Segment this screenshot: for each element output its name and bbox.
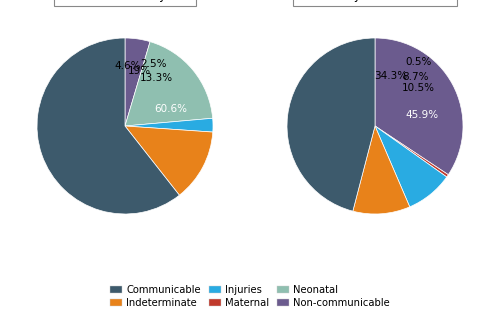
Text: 34.3%: 34.3% xyxy=(374,71,407,81)
Text: 60.6%: 60.6% xyxy=(154,104,187,114)
Wedge shape xyxy=(375,126,448,177)
Text: 4.6%: 4.6% xyxy=(114,61,140,71)
Text: 13.3%: 13.3% xyxy=(140,73,172,83)
Wedge shape xyxy=(353,126,410,214)
Text: 0.5%: 0.5% xyxy=(406,57,432,67)
Wedge shape xyxy=(125,118,213,132)
Text: 45.9%: 45.9% xyxy=(406,110,438,120)
Wedge shape xyxy=(37,38,180,214)
Wedge shape xyxy=(375,126,446,207)
Text: 8.7%: 8.7% xyxy=(402,72,428,82)
Text: 2.5%: 2.5% xyxy=(140,59,167,69)
Wedge shape xyxy=(125,38,150,126)
Title: Children Under 5years: Children Under 5years xyxy=(58,0,192,2)
Wedge shape xyxy=(375,38,463,175)
Text: 10.5%: 10.5% xyxy=(402,83,434,93)
Title: Persons 5years and above: Persons 5years and above xyxy=(298,0,452,2)
Wedge shape xyxy=(287,38,375,211)
Wedge shape xyxy=(125,42,212,126)
Wedge shape xyxy=(125,126,213,195)
Legend: Communicable, Indeterminate, Injuries, Maternal, Neonatal, Non-communicable: Communicable, Indeterminate, Injuries, M… xyxy=(108,283,392,310)
Text: 19%: 19% xyxy=(128,66,150,76)
